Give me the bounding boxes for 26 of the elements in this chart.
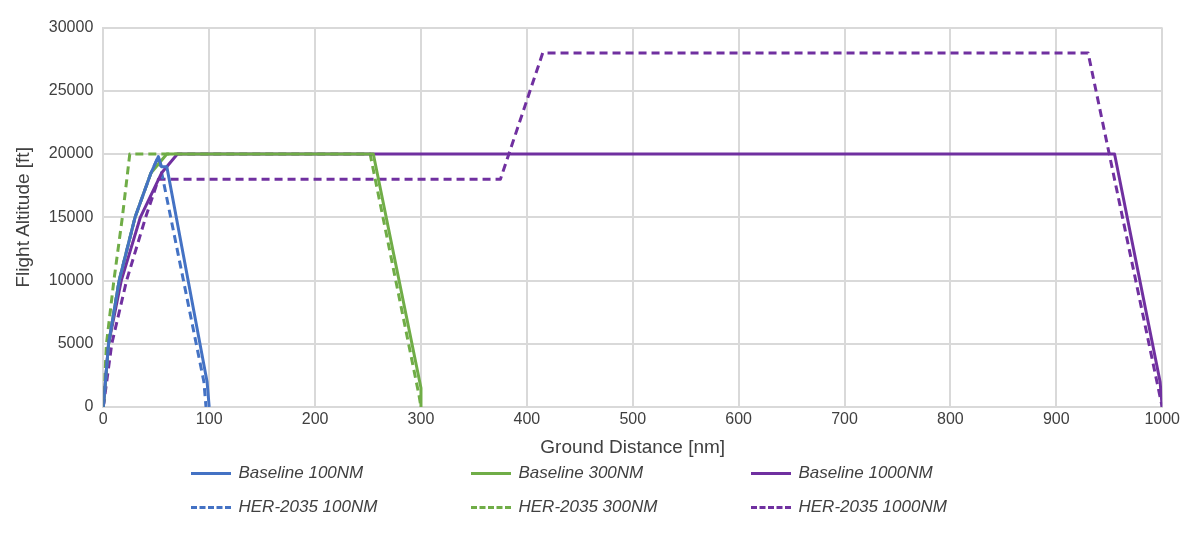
x-axis-title: Ground Distance [nm] — [540, 435, 726, 457]
y-tick-label: 20000 — [48, 144, 94, 162]
x-tick-label: 0 — [98, 410, 108, 428]
x-tick-label: 700 — [831, 410, 858, 428]
legend-label: Baseline 100NM — [238, 463, 364, 483]
x-tick-label: 500 — [619, 410, 647, 428]
x-tick-label: 100 — [195, 410, 223, 428]
y-tick-label: 30000 — [48, 18, 94, 36]
x-tick-label: 600 — [725, 410, 753, 428]
y-tick-label: 15000 — [48, 207, 94, 225]
x-tick-label: 800 — [937, 410, 964, 428]
legend-label: HER-2035 100NM — [238, 497, 378, 517]
x-tick-label: 300 — [407, 410, 435, 428]
y-tick-label: 25000 — [48, 81, 94, 99]
legend-label: HER-2035 1000NM — [798, 497, 947, 517]
x-tick-label: 200 — [301, 410, 329, 428]
y-axis-title: Flight Altitude [ft] — [11, 147, 33, 288]
x-tick-label: 1000 — [1144, 410, 1181, 428]
x-tick-label: 900 — [1042, 410, 1070, 428]
legend-label: Baseline 1000NM — [798, 463, 933, 483]
y-tick-label: 10000 — [48, 270, 94, 288]
y-tick-label: 0 — [84, 397, 94, 415]
y-tick-label: 5000 — [57, 334, 94, 352]
legend-label: Baseline 300NM — [518, 463, 644, 483]
legend-label: HER-2035 300NM — [518, 497, 658, 517]
x-tick-label: 400 — [513, 410, 541, 428]
